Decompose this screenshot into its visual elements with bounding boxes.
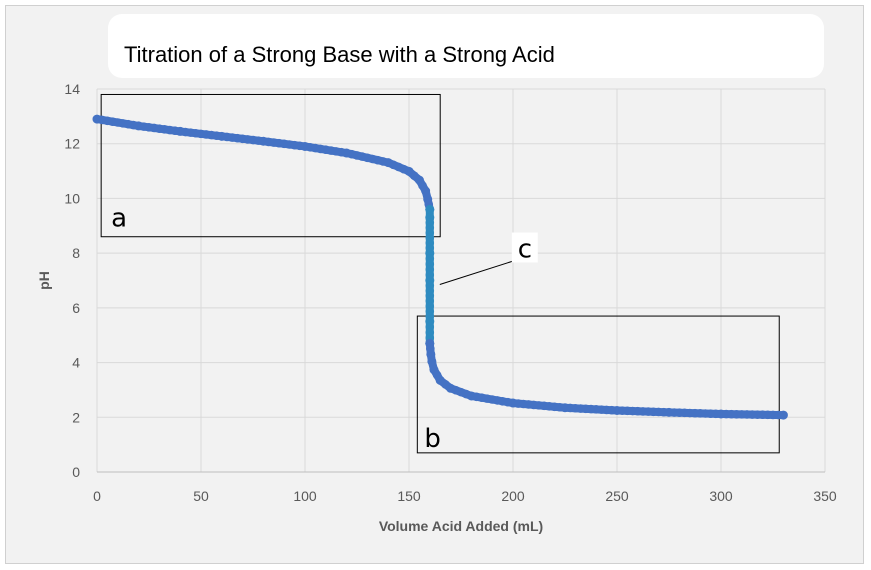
series-line-after-equivalence [425, 339, 788, 420]
curve-marker [212, 131, 221, 141]
y-tick-label: 12 [64, 136, 80, 152]
y-tick-label: 8 [72, 245, 80, 261]
x-tick-label: 200 [501, 488, 525, 504]
curve-marker [378, 157, 388, 166]
curve-marker [129, 120, 138, 130]
curve-marker [555, 402, 565, 412]
curve-marker [426, 344, 435, 354]
curve-marker [432, 370, 442, 380]
curve-marker [253, 136, 263, 145]
curve-marker [295, 141, 305, 151]
curve-marker [418, 181, 427, 190]
x-tick-label: 100 [293, 488, 317, 504]
chart-title: Titration of a Strong Base with a Strong… [124, 42, 555, 67]
x-tick-label: 350 [813, 488, 837, 504]
annotation-label-b: b [424, 424, 441, 454]
x-tick-label: 150 [397, 488, 421, 504]
y-tick-label: 0 [72, 464, 80, 480]
curve-marker [409, 171, 419, 181]
y-tick-label: 2 [72, 409, 80, 425]
curve-marker [607, 405, 617, 415]
curve-marker [425, 270, 435, 280]
annotation-label-c-bg [511, 232, 538, 263]
y-tick-label: 10 [64, 190, 80, 206]
annotation-box-b [416, 315, 780, 454]
x-tick-label: 50 [193, 488, 209, 504]
x-tick-label: 250 [605, 488, 629, 504]
annotation-label-c: c [518, 235, 532, 265]
annotation-leader-c [439, 260, 515, 285]
x-tick-label: 0 [93, 488, 101, 504]
annotation-box-a [100, 93, 441, 238]
y-axis-title: pH [36, 271, 52, 290]
title-box [108, 14, 824, 78]
annotation-label-a: a [111, 204, 127, 234]
curve-marker [461, 389, 471, 399]
data-point [427, 356, 437, 366]
curve-marker [399, 164, 409, 174]
y-tick-label: 14 [64, 81, 80, 97]
y-tick-label: 4 [72, 355, 80, 371]
curve-marker [659, 407, 669, 417]
curve-marker [425, 312, 435, 321]
curve-marker [711, 409, 721, 419]
curve-marker [337, 147, 346, 157]
curve-marker [170, 126, 180, 136]
data-point [425, 204, 435, 214]
curve-marker [441, 380, 450, 389]
x-tick-label: 300 [709, 488, 733, 504]
x-axis-title: Volume Acid Added (mL) [379, 518, 543, 534]
curve-marker [425, 243, 435, 253]
curve-marker [503, 397, 513, 407]
curve-marker [773, 410, 783, 420]
y-tick-label: 6 [72, 300, 80, 316]
